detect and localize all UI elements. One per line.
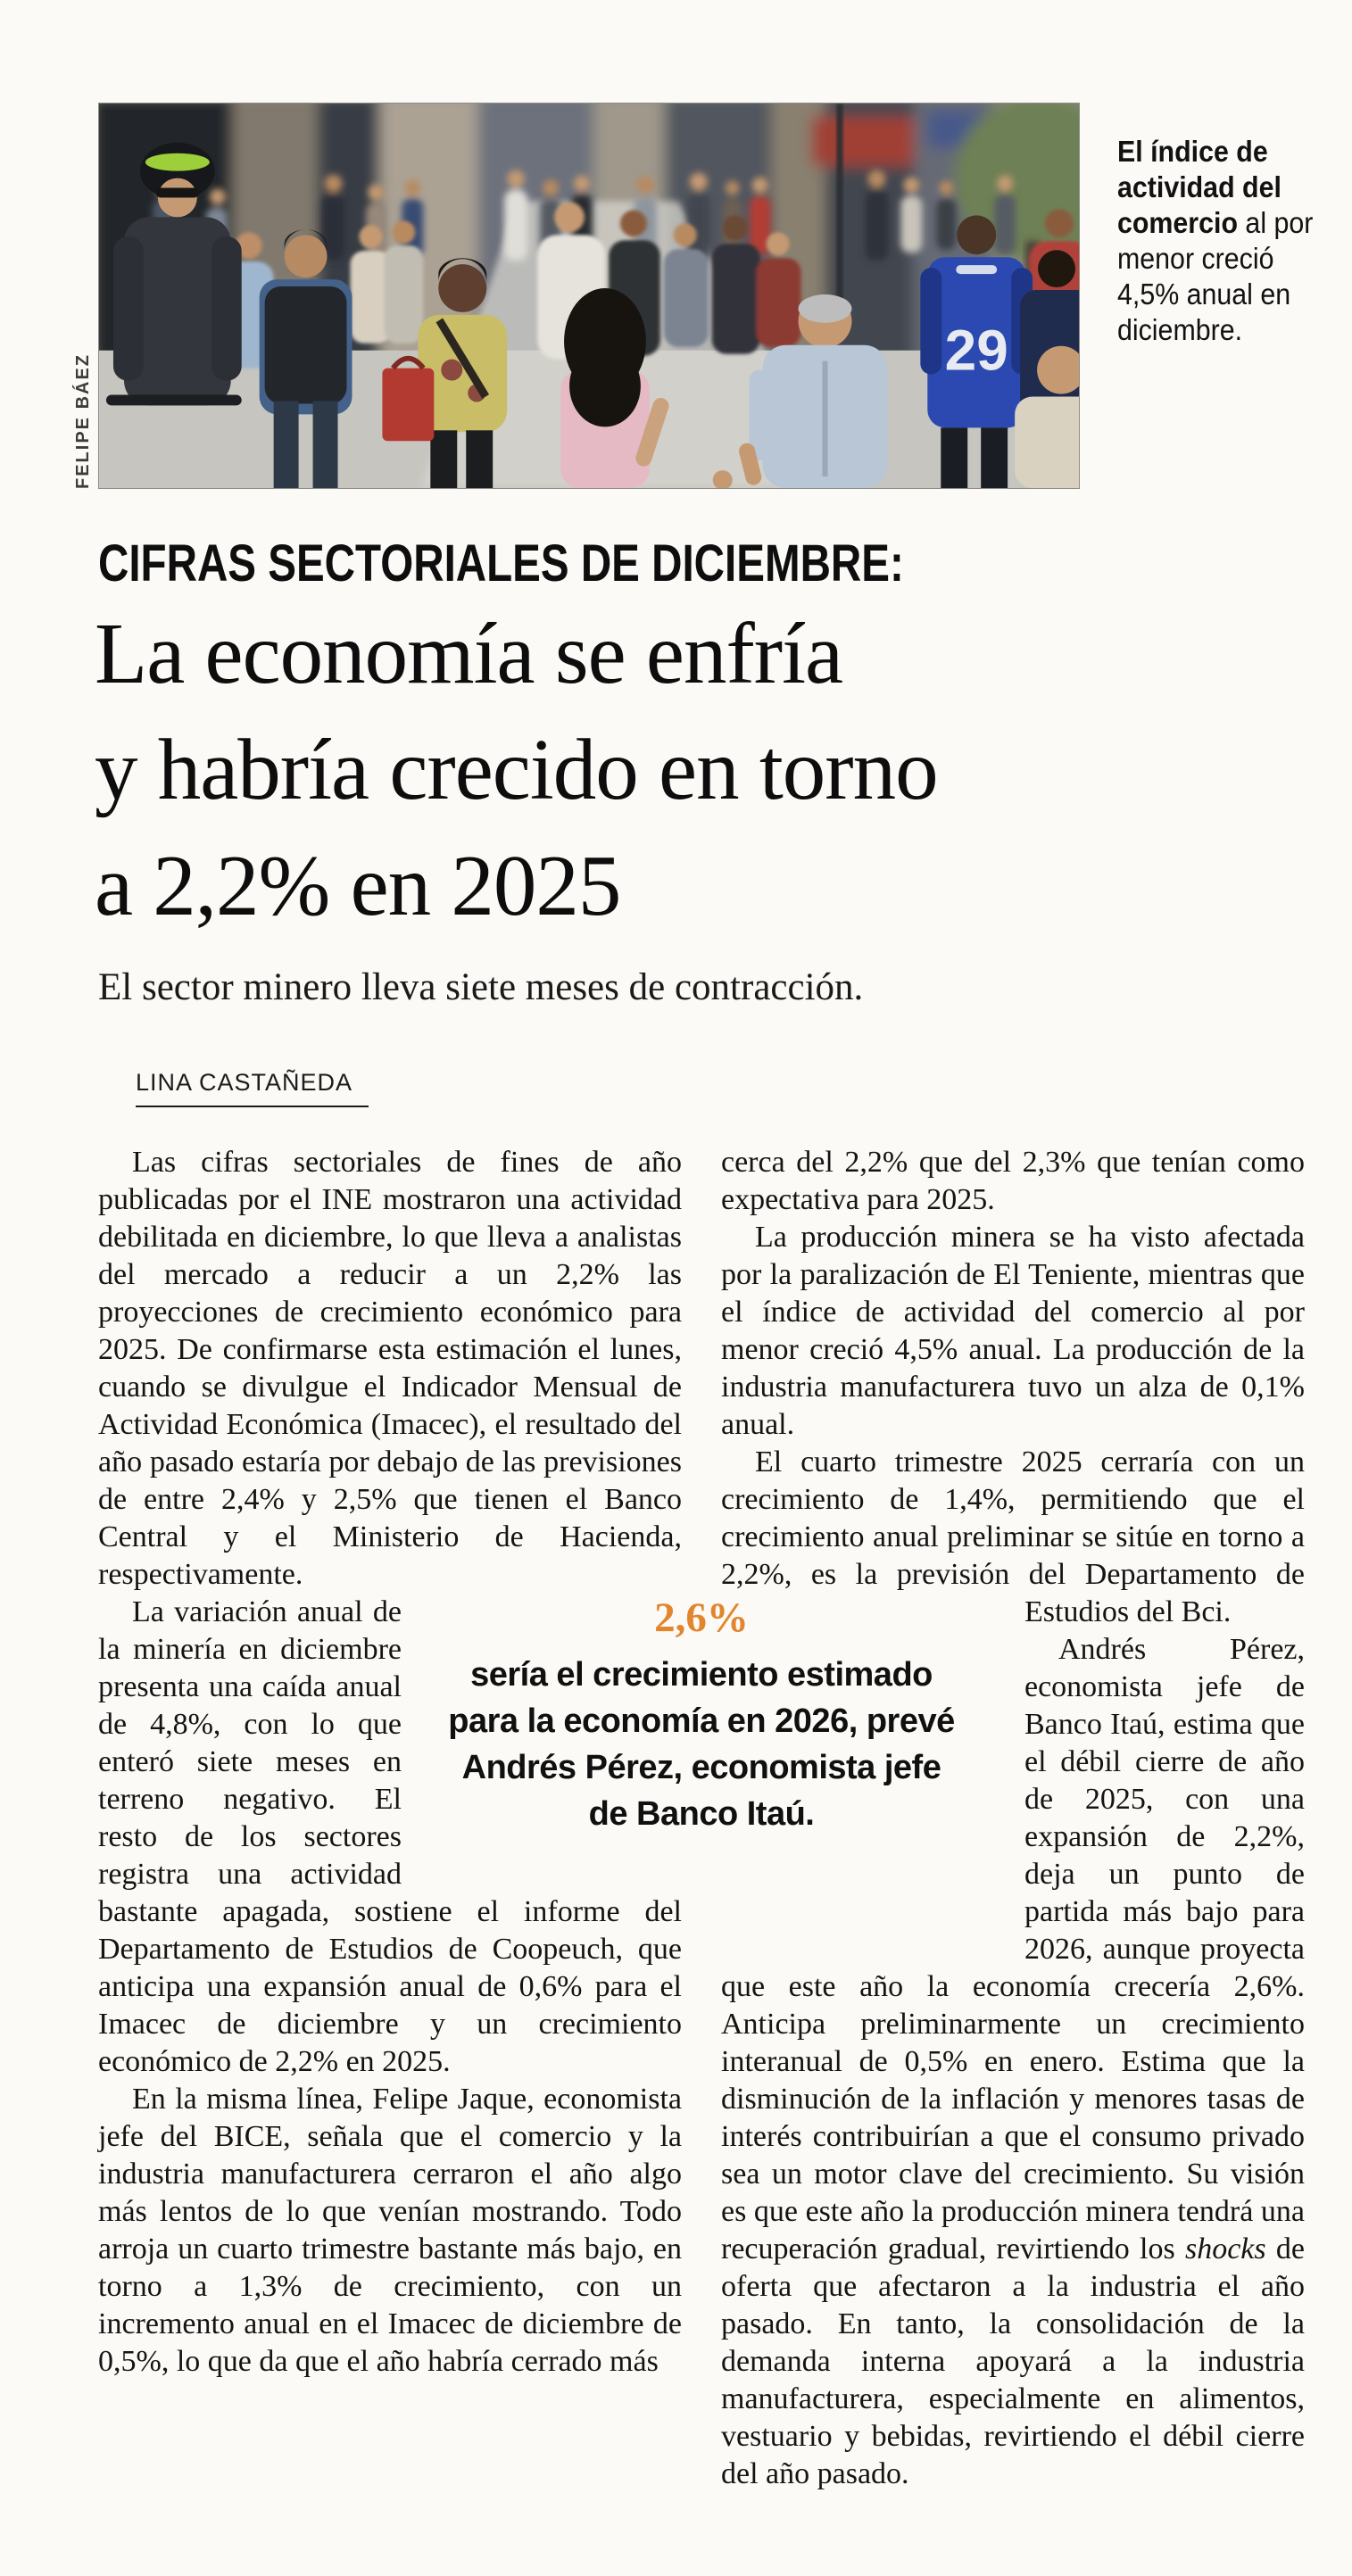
woman-yellow-top — [382, 258, 508, 488]
girl-pink-shirt — [560, 288, 669, 488]
photo-caption-rest: al por menor creció 4,5% anual en diciem… — [1117, 206, 1314, 346]
paragraph: Las cifras sectoriales de fines de año p… — [98, 1144, 682, 1594]
paragraph: La producción minera se ha visto afectad… — [721, 1221, 1305, 1441]
byline: LINA CASTAÑEDA — [136, 1069, 369, 1107]
man-light-blue-shirt — [712, 294, 888, 488]
pull-quote-figure: 2,6% — [654, 1594, 749, 1641]
paragraph-text: Estudios del Bci. — [1024, 1595, 1232, 1628]
jersey-number: 29 — [945, 319, 1008, 383]
headline-line: y habría crecido en torno — [95, 722, 939, 817]
paragraph: La variación anual de la minería en dici… — [98, 1595, 682, 2078]
paragraph: El cuarto trimestre 2025 cerraría con un… — [721, 1444, 1305, 1631]
street-photo-illustration: 29 — [99, 104, 1079, 488]
paragraph-text-italic: shocks — [1184, 2232, 1266, 2265]
pull-quote: 2,6% sería el crecimiento estimado para … — [443, 1594, 960, 1837]
column-right: cerca del 2,2% que del 2,3% que tenían c… — [721, 1144, 1305, 2493]
headline-line: a 2,2% en 2025 — [95, 838, 621, 933]
headline: La economía se enfría y habría crecido e… — [95, 596, 1255, 944]
paragraph-text: de oferta que afectaron a la industria e… — [721, 2232, 1305, 2490]
paragraph-text: Andrés Pérez, economista jefe de Banco I… — [721, 1633, 1305, 2265]
pull-quote-text: sería el crecimiento estimado para la ec… — [448, 1656, 955, 1833]
paragraph-text: respectivamente. — [98, 1558, 303, 1591]
headline-line: La economía se enfría — [95, 606, 843, 701]
paragraph-text: Las cifras sectoriales de fines de año p… — [98, 1146, 682, 1553]
article-body: Las cifras sectoriales de fines de año p… — [98, 1144, 1305, 2493]
paragraph-text: El cuarto trimestre 2025 cerraría con un… — [721, 1445, 1305, 1591]
red-shopping-bag — [382, 368, 435, 442]
bald-man-beige-shirt — [1015, 345, 1079, 488]
column-left: Las cifras sectoriales de fines de año p… — [98, 1144, 682, 2493]
kicker: CIFRAS SECTORIALES DE DICIEMBRE: — [98, 534, 904, 592]
subheadline: El sector minero lleva siete meses de co… — [98, 966, 864, 1008]
cyclist — [105, 142, 242, 406]
street-photo: 29 — [98, 103, 1080, 489]
photo-caption-lead: El índice de actividad del comercio — [1117, 135, 1281, 239]
paragraph: En la misma línea, Felipe Jaque, economi… — [98, 2083, 682, 2378]
photo-credit: FELIPE BÁEZ — [73, 352, 93, 489]
paragraph: cerca del 2,2% que del 2,3% que tenían c… — [721, 1146, 1305, 1216]
backpack-man — [259, 229, 353, 488]
light-pole — [836, 104, 843, 312]
paragraph: Andrés Pérez, economista jefe de Banco I… — [721, 1631, 1305, 2493]
photo-caption: El índice de actividad del comercio al p… — [1117, 134, 1323, 348]
